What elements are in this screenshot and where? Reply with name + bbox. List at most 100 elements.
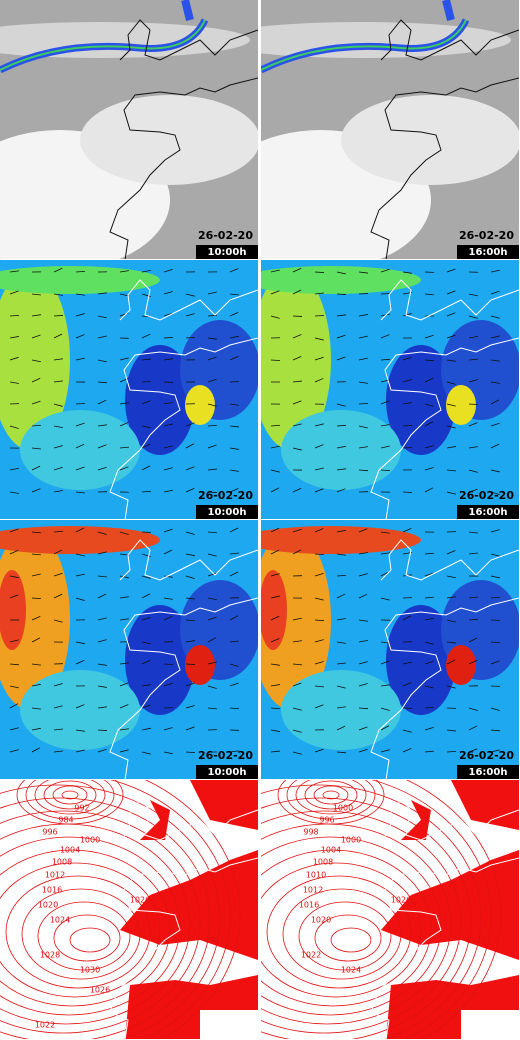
wind-arrow xyxy=(358,726,368,731)
wind-arrow xyxy=(97,359,107,363)
wind-arrow xyxy=(75,659,85,665)
wind-arrow xyxy=(229,312,239,317)
wind-arrow xyxy=(292,729,302,733)
time-box xyxy=(196,505,258,519)
wind-arrow xyxy=(53,403,63,407)
isobar xyxy=(5,875,151,989)
wind-arrow xyxy=(270,595,280,599)
blank xyxy=(200,1010,258,1039)
wind-arrow xyxy=(490,749,500,753)
isobar-label: 1026 xyxy=(90,986,110,995)
wind-arrow xyxy=(490,469,500,473)
wind-arrow xyxy=(31,400,41,405)
wind-arrow xyxy=(446,446,456,449)
wind-arrow xyxy=(446,751,457,753)
wind-arrow xyxy=(9,703,19,709)
wind-arrow xyxy=(207,468,217,471)
wind-arrow xyxy=(229,640,239,643)
wind-arrow xyxy=(141,617,151,621)
wind-arrow xyxy=(31,334,41,339)
isobar xyxy=(261,784,482,1039)
wind-arrow xyxy=(380,684,390,687)
coastline xyxy=(380,539,519,581)
isobar-label: 1000 xyxy=(80,836,100,845)
wind-arrow xyxy=(314,704,324,709)
isobar-label: 1020 xyxy=(38,901,58,910)
wind-arrow xyxy=(358,528,368,533)
wind-arrow xyxy=(207,616,217,621)
wind-arrow xyxy=(75,313,85,317)
wind-arrow xyxy=(163,337,174,339)
wind-arrow xyxy=(31,707,41,710)
wind-arrow xyxy=(314,378,324,383)
wind-arrow xyxy=(446,403,456,407)
wind-arrow xyxy=(119,662,129,665)
isobar xyxy=(43,780,97,810)
wind-arrow xyxy=(292,751,302,755)
wind-arrow xyxy=(468,315,478,319)
wind-arrow xyxy=(119,749,129,753)
wind-arrow xyxy=(207,424,218,427)
isobar xyxy=(322,790,340,800)
wind-arrow xyxy=(270,445,280,449)
wind-arrow xyxy=(380,445,390,449)
wind-arrow xyxy=(424,552,435,555)
wind-arrow xyxy=(163,269,173,273)
wind-arrow xyxy=(446,641,456,644)
isobar-label: 1004 xyxy=(60,846,80,855)
field xyxy=(0,270,70,450)
wind-arrow xyxy=(97,466,107,471)
wind-arrow xyxy=(31,424,42,427)
wind-arrow xyxy=(358,707,369,710)
wind-arrow xyxy=(468,335,478,339)
wind-arrow xyxy=(292,487,302,493)
isobar-label: 1024 xyxy=(341,966,361,975)
wind-arrow xyxy=(402,729,412,733)
wind-arrow xyxy=(402,747,412,753)
wind-arrow xyxy=(380,571,390,577)
wind-arrow xyxy=(380,424,390,427)
wind-arrow xyxy=(163,423,173,427)
wind-arrow xyxy=(207,553,217,557)
wind-map: 26-02-20 16:00h xyxy=(261,260,519,519)
wind-arrow xyxy=(314,685,324,688)
wind-arrow xyxy=(97,292,107,295)
wind-arrow xyxy=(446,685,456,689)
wind-arrow xyxy=(468,659,478,665)
wind-arrow xyxy=(141,593,151,599)
wind-arrow xyxy=(163,312,173,317)
wind-arrow xyxy=(141,727,151,731)
wind-arrow xyxy=(9,727,19,731)
wind-arrow xyxy=(336,468,346,471)
wind-arrow xyxy=(31,377,41,383)
precip-band xyxy=(261,19,467,71)
wind-arrow xyxy=(185,640,195,643)
wind-arrow xyxy=(358,402,369,405)
wind-arrow xyxy=(468,488,478,493)
wind-arrow xyxy=(163,528,173,533)
wind-arrow xyxy=(314,271,325,273)
wind-arrow xyxy=(9,594,19,599)
wind-arrow xyxy=(446,659,456,665)
wind-arrow xyxy=(207,337,217,340)
wind-arrow xyxy=(424,750,434,753)
wind-arrow xyxy=(207,707,217,710)
isobar xyxy=(266,875,412,989)
wind-arrow xyxy=(119,466,129,471)
wind-arrow xyxy=(75,527,85,533)
isobar-label: 1010 xyxy=(306,871,326,880)
coastline xyxy=(119,799,258,841)
isobar-label: 1000 xyxy=(333,804,353,813)
wind-arrow xyxy=(119,575,129,579)
wind-arrow xyxy=(97,639,107,643)
wind-arrow xyxy=(163,727,173,731)
wind-arrow xyxy=(119,728,129,731)
field xyxy=(261,570,287,650)
wind-arrow xyxy=(185,466,195,471)
wind-arrow xyxy=(119,270,129,273)
time-label: 16:00h xyxy=(469,247,508,258)
wind-arrow xyxy=(75,704,85,709)
isobar xyxy=(0,849,171,1007)
wind-arrow xyxy=(31,573,41,577)
isobar-label: 1016 xyxy=(42,886,62,895)
